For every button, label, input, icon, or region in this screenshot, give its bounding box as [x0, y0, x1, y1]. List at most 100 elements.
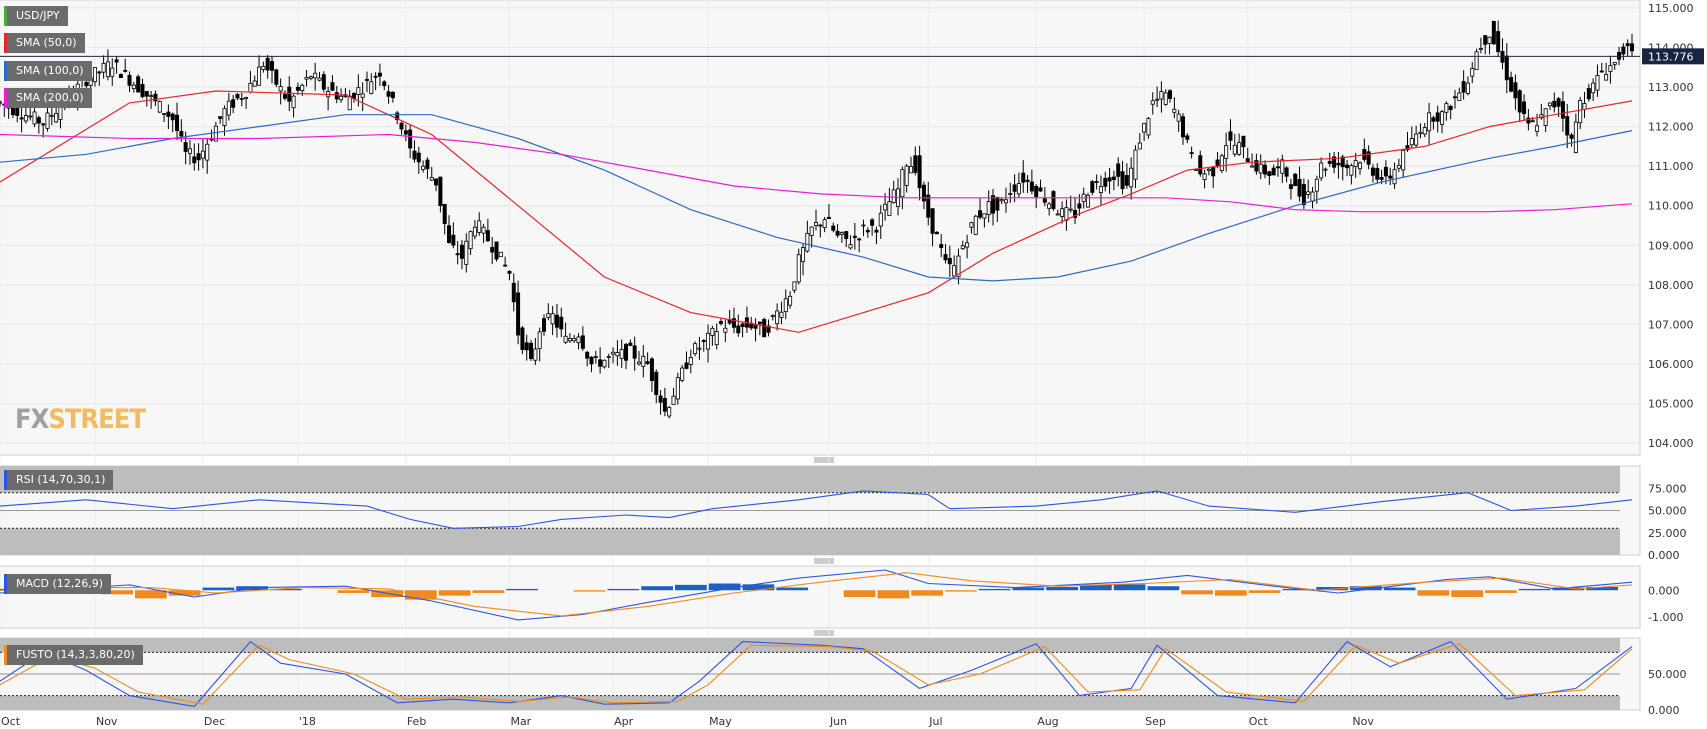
macd-histogram-bar: [1383, 587, 1416, 591]
candle-body: [1375, 167, 1380, 180]
candle-body: [1336, 162, 1341, 166]
candle-body: [818, 224, 823, 227]
candle-body: [386, 91, 391, 97]
macd-histogram-bar: [1215, 590, 1247, 596]
candle-body: [503, 264, 508, 267]
candle-body: [153, 93, 158, 102]
candle-body: [684, 362, 689, 369]
y-tick-label: 109.000: [1648, 239, 1694, 252]
candle-body: [490, 246, 495, 253]
candle-body: [1504, 55, 1509, 81]
candle-body: [533, 348, 538, 361]
legend-swatch: [4, 33, 7, 53]
macd-histogram-bar: [573, 590, 606, 592]
candle-body: [572, 338, 577, 342]
candle-body: [1431, 117, 1436, 122]
panel-resize-handle: [814, 457, 834, 463]
candle-body: [1146, 118, 1151, 136]
candle-body: [1388, 175, 1393, 179]
legend-swatch: [4, 574, 7, 594]
candle-body: [377, 72, 382, 77]
candle-body: [1427, 112, 1432, 132]
macd-histogram-bar: [1248, 590, 1281, 593]
candle-body: [641, 355, 646, 367]
candle-body: [239, 98, 244, 100]
candle-body: [425, 159, 430, 170]
candle-body: [84, 81, 89, 87]
macd-histogram-bar: [742, 584, 775, 591]
candle-body: [1327, 160, 1332, 164]
y-tick-label: 112.000: [1648, 121, 1694, 134]
candle-body: [619, 349, 624, 359]
candle-body: [511, 282, 516, 303]
candle-body: [1392, 169, 1397, 185]
candle-body: [1263, 164, 1268, 175]
candle-body: [878, 212, 883, 227]
candle-body: [1457, 92, 1462, 102]
candle-body: [218, 116, 223, 119]
candle-body: [1047, 203, 1052, 209]
last-price-label: 113.776: [1648, 50, 1694, 63]
candle-body: [265, 57, 270, 71]
candle-body: [693, 343, 698, 355]
macd-histogram-bar: [1012, 587, 1045, 591]
legend-sma-100[interactable]: SMA (100,0): [4, 61, 92, 81]
candle-body: [658, 395, 663, 403]
rsi-panel-label[interactable]: RSI (14,70,30,1): [4, 470, 114, 490]
candle-body: [1370, 167, 1375, 176]
macd-histogram-bar: [1552, 587, 1585, 591]
candle-body: [45, 112, 50, 129]
candle-body: [1595, 75, 1600, 91]
x-tick-label: Nov: [96, 715, 118, 728]
macd-panel-label[interactable]: MACD (12,26,9): [4, 574, 112, 594]
legend-usdjpy[interactable]: USD/JPY: [4, 6, 68, 26]
candle-body: [472, 226, 477, 237]
macd-histogram-bar: [1417, 590, 1450, 596]
macd-histogram-bar: [472, 590, 505, 593]
candle-body: [49, 114, 54, 117]
last-price-badge: [1642, 48, 1704, 65]
candle-body: [585, 351, 590, 359]
candle-body: [334, 92, 339, 100]
candle-body: [805, 232, 810, 252]
legend-label: USD/JPY: [16, 9, 60, 22]
candle-body: [257, 66, 262, 86]
candle-body: [542, 318, 547, 332]
legend-sma-200[interactable]: SMA (200,0): [4, 88, 92, 108]
candle-body: [615, 352, 620, 357]
candle-body: [1206, 168, 1211, 171]
candle-body: [1487, 36, 1492, 44]
candle-body: [1630, 43, 1635, 52]
candle-body: [606, 356, 611, 358]
candle-body: [364, 79, 369, 81]
candle-body: [1103, 178, 1108, 187]
candle-body: [1258, 163, 1263, 174]
candle-body: [766, 325, 771, 333]
candle-body: [295, 86, 300, 91]
candle-body: [775, 310, 780, 325]
x-tick-label: Jul: [928, 715, 942, 728]
candle-body: [865, 229, 870, 233]
candle-body: [304, 76, 309, 80]
candle-body: [1129, 167, 1134, 188]
overbought-zone: [0, 466, 1620, 493]
legend-swatch: [4, 470, 7, 490]
candle-body: [157, 101, 162, 113]
candle-body: [97, 71, 102, 74]
candle-body: [287, 86, 292, 102]
candle-body: [757, 321, 762, 325]
candle-body: [1465, 82, 1470, 94]
y-tick-label: 50.000: [1648, 668, 1687, 681]
candle-body: [291, 95, 296, 109]
candle-body: [308, 76, 313, 79]
candle-body: [1379, 177, 1384, 180]
legend-sma-50[interactable]: SMA (50,0): [4, 33, 85, 53]
candle-body: [524, 342, 529, 351]
candle-body: [714, 331, 719, 346]
candle-body: [196, 153, 201, 161]
fusto-panel-label[interactable]: FUSTO (14,3,3,80,20): [4, 645, 143, 665]
candle-body: [796, 254, 801, 283]
candle-body: [339, 95, 344, 101]
candle-body: [1267, 171, 1272, 177]
candle-body: [123, 70, 128, 72]
